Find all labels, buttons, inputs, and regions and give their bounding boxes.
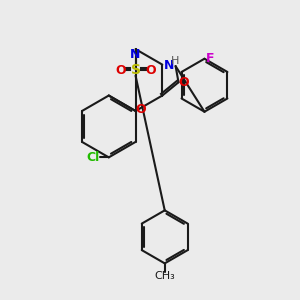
Text: O: O [178, 76, 188, 89]
Text: N: N [164, 59, 174, 72]
Text: O: O [145, 64, 156, 77]
Text: CH₃: CH₃ [154, 271, 175, 281]
Text: S: S [130, 63, 141, 77]
Text: O: O [116, 64, 126, 77]
Text: N: N [130, 48, 141, 61]
Text: Cl: Cl [86, 151, 99, 164]
Text: H: H [171, 56, 179, 66]
Text: F: F [206, 52, 214, 64]
Text: O: O [136, 103, 146, 116]
